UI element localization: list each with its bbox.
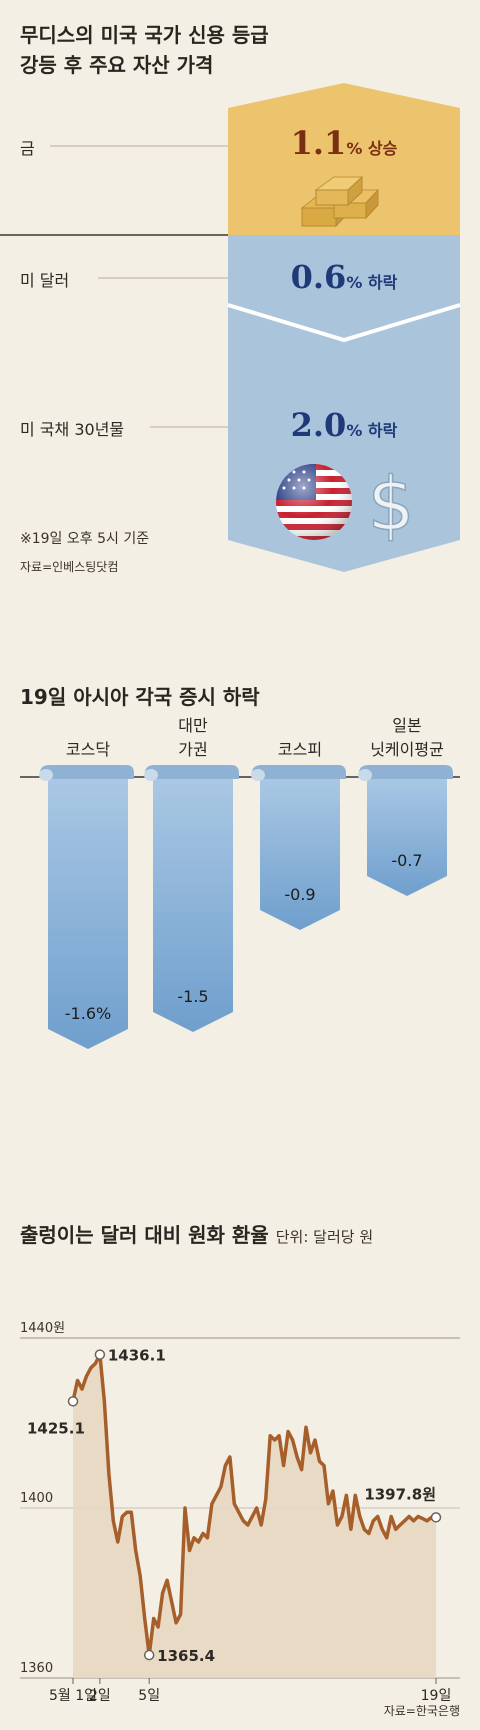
bar-category-label: 대만 [178, 716, 208, 735]
bar-curl [145, 765, 239, 779]
bar-category-label: 코스닥 [66, 740, 110, 759]
x-tick-label: 5월 1일 [49, 1688, 97, 1704]
y-tick-label: 1400 [20, 1491, 53, 1506]
section3-source: 자료=한국은행 [383, 1704, 460, 1718]
bar-curl-end [39, 769, 53, 781]
bar [48, 777, 128, 1049]
x-tick-label: 5일 [138, 1688, 160, 1704]
section1-title-line2: 강등 후 주요 자산 가격 [20, 53, 214, 77]
section1-note: ※19일 오후 5시 기준 [20, 531, 150, 547]
x-tick-label: 2일 [89, 1688, 111, 1704]
point-marker [430, 1512, 442, 1523]
bar-category-label: 코스피 [278, 740, 322, 759]
bar-curl [40, 765, 134, 779]
x-tick-label: 19일 [421, 1688, 452, 1704]
point-value-label: 1425.1 [27, 1419, 85, 1437]
row-label-treasury: 미 국채 30년물 [20, 420, 125, 439]
gold-change-number: 1.1 [290, 124, 347, 162]
bar-group: 코스피 -0.9 [251, 740, 346, 930]
y-tick-label: 1360 [20, 1661, 53, 1676]
treasury-change-suffix: % 하락 [346, 421, 398, 440]
bar-value-label: -1.5 [177, 987, 208, 1006]
bar [260, 777, 340, 930]
dollar-sign-icon: $ [367, 462, 414, 548]
bar-curl-end [358, 769, 372, 781]
bar-category-label: 일본 [392, 716, 421, 735]
dollar-change-suffix: % 하락 [346, 273, 398, 292]
bar-curl [359, 765, 453, 779]
section3-title: 출렁이는 달러 대비 원화 환율 [20, 1223, 269, 1247]
asset-price-graphic: $ [0, 83, 461, 572]
point-value-label: 1365.4 [157, 1647, 215, 1665]
bar-group: 코스닥 -1.6% [39, 740, 134, 1049]
section1-source: 자료=인베스팅닷컴 [20, 560, 119, 574]
row-value-gold: 1.1% 상승 [228, 124, 460, 162]
row-value-dollar: 0.6% 하락 [228, 258, 460, 296]
row-label-dollar: 미 달러 [20, 271, 70, 290]
bar-value-label: -1.6% [65, 1004, 111, 1023]
gold-change-suffix: % 상승 [346, 139, 398, 158]
bar-curl-end [251, 769, 265, 781]
point-value-label: 1397.8원 [364, 1485, 436, 1503]
bar-category-label: 닛케이평균 [370, 740, 444, 759]
bar [153, 777, 233, 1032]
chevron-divider [227, 303, 461, 343]
bar-curl [252, 765, 346, 779]
point-marker [143, 1649, 155, 1661]
bar-category-label: 가권 [178, 740, 207, 759]
gold-band [228, 83, 460, 235]
section1-title: 무디스의 미국 국가 신용 등급 강등 후 주요 자산 가격 [20, 20, 269, 80]
gold-bars-icon [300, 175, 380, 228]
dollar-change-number: 0.6 [290, 258, 347, 296]
bar-value-label: -0.7 [391, 851, 422, 870]
rate-line [71, 1352, 436, 1657]
section1-title-line1: 무디스의 미국 국가 신용 등급 [20, 23, 269, 47]
point-marker [94, 1349, 106, 1360]
bar-curl-end [144, 769, 158, 781]
point-value-label: 1436.1 [108, 1347, 166, 1365]
treasury-change-number: 2.0 [290, 406, 347, 444]
y-tick-label: 1440원 [20, 1321, 65, 1336]
section2-title: 19일 아시아 각국 증시 하락 [20, 685, 260, 709]
bar-value-label: -0.9 [284, 885, 315, 904]
rate-area [73, 1354, 436, 1678]
point-marker [67, 1396, 79, 1407]
bar [367, 777, 447, 896]
section3-unit: 단위: 달러당 원 [275, 1228, 374, 1246]
section3-header: 출렁이는 달러 대비 원화 환율 단위: 달러당 원 [20, 1220, 373, 1250]
row-value-treasury: 2.0% 하락 [228, 406, 460, 444]
row-label-gold: 금 [20, 139, 35, 158]
